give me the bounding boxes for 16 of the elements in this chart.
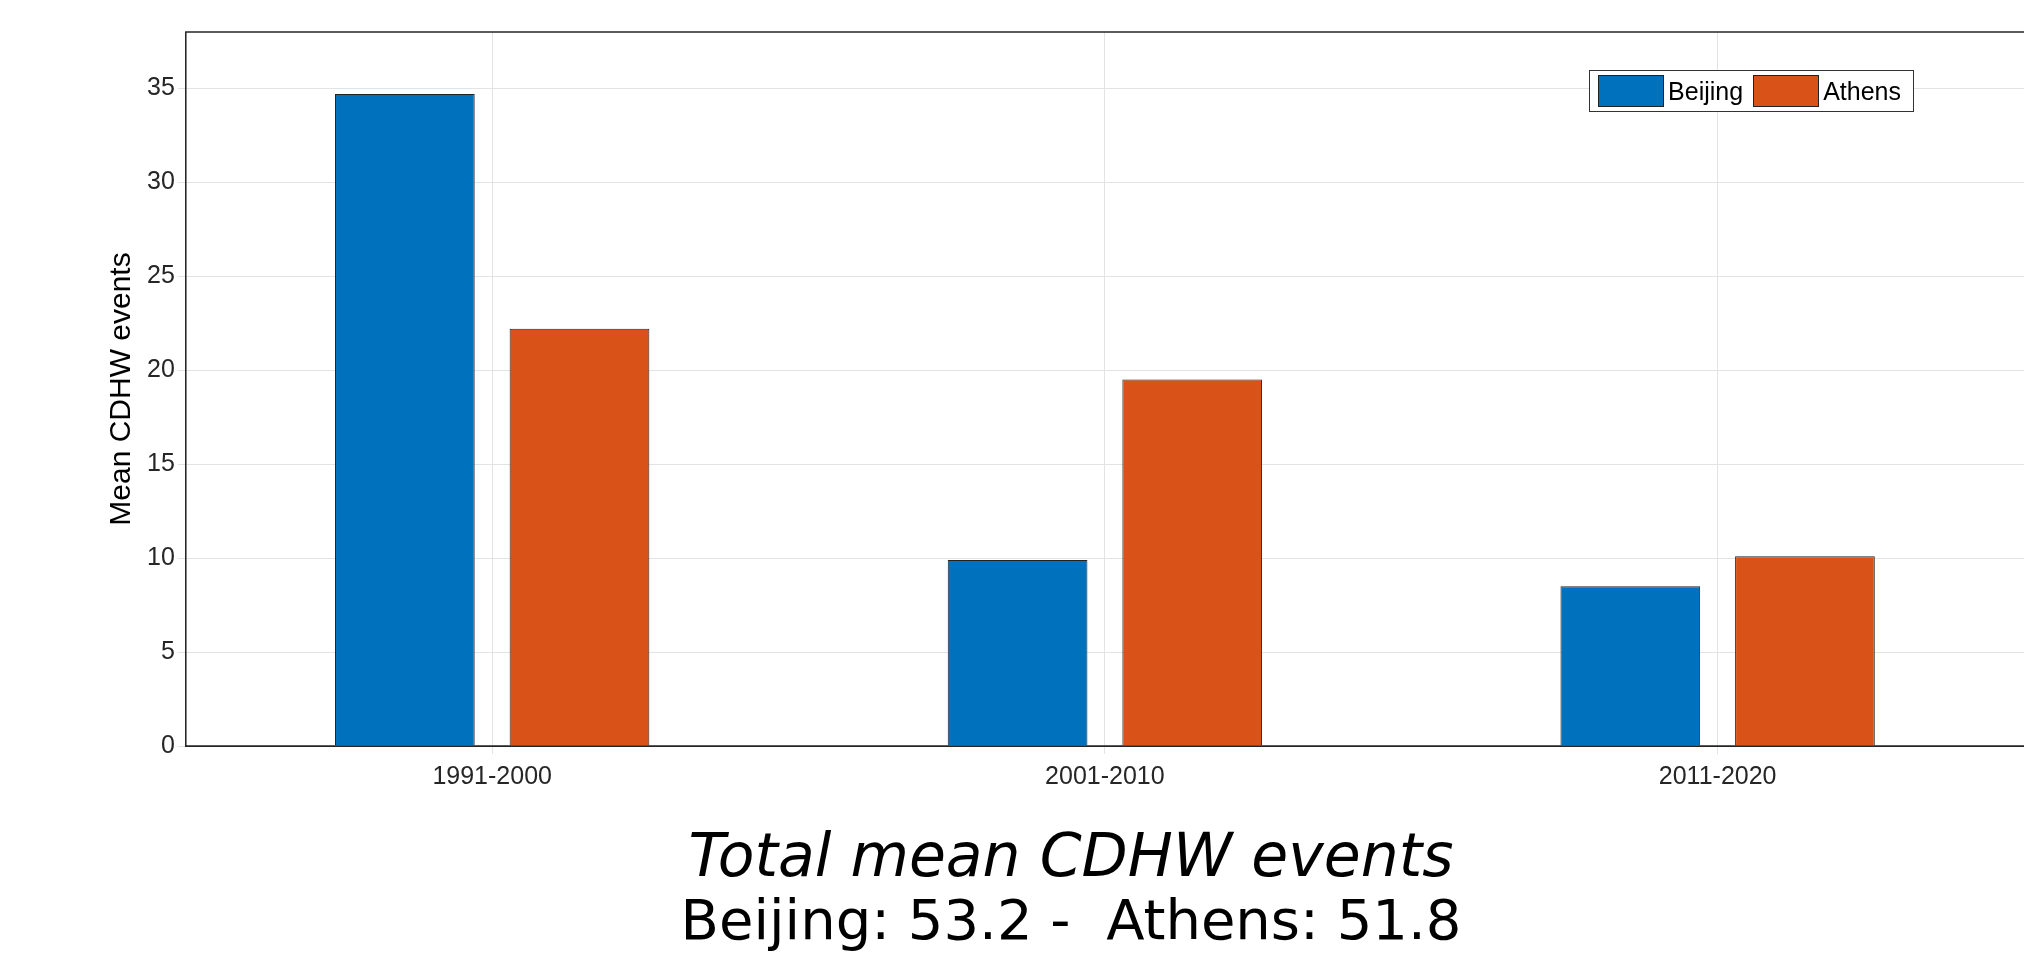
text: Beijing: 53.2 - Athens: 51.8 (679, 887, 1463, 952)
y-tick-label: 20 (147, 354, 175, 383)
y-tick-label: 35 (147, 72, 175, 101)
y-tick-label: 15 (147, 448, 175, 477)
y-axis-title: Mean CDHW events (103, 252, 137, 526)
legend-label: Beijing (1667, 75, 1744, 107)
y-tick-label: 5 (160, 635, 175, 664)
y-tick-label: 10 (147, 542, 175, 570)
x-tick-label: 2011-2020 (1658, 760, 1777, 789)
y-tick-label: 30 (147, 166, 175, 195)
text: Total mean CDHW events (687, 820, 1455, 890)
x-tick-label: 1991-2000 (432, 760, 552, 789)
y-tick-label: 0 (160, 729, 175, 758)
x-tick-label: 2001-2010 (1045, 760, 1165, 789)
legend-label: Athens (1822, 75, 1901, 107)
y-tick-label: 25 (147, 260, 175, 289)
